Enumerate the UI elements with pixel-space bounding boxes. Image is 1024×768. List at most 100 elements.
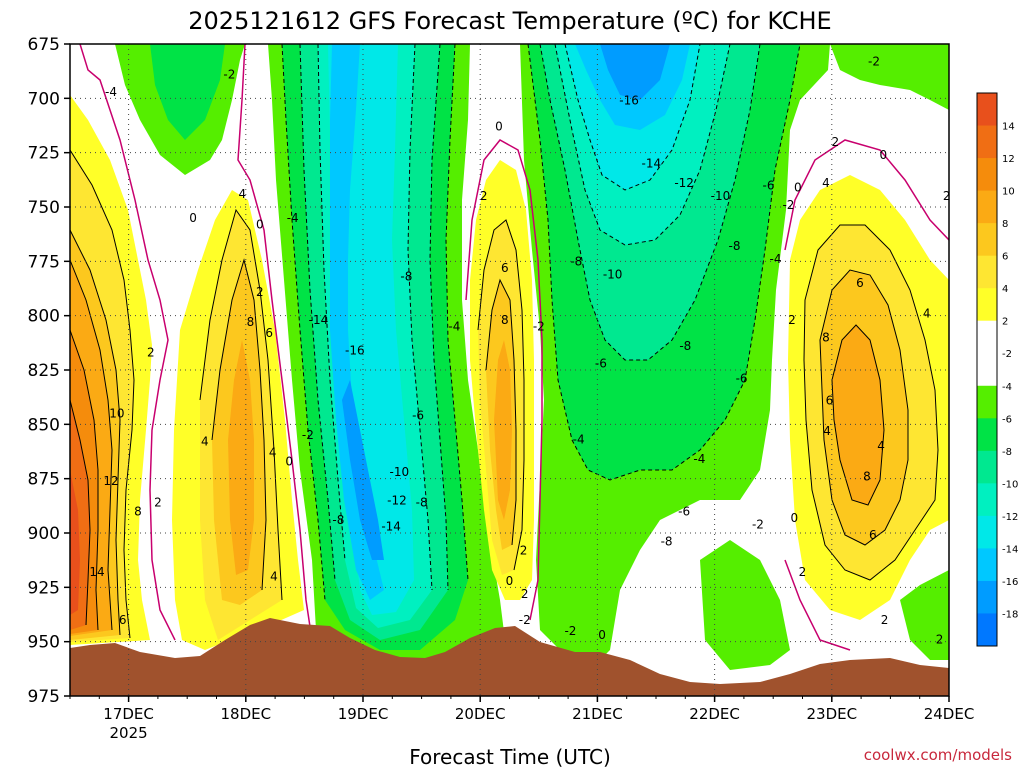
contour-label--4: -4 [770,252,782,266]
y-tick-label-750: 750 [28,198,60,218]
x-tick-label-18DEC: 18DEC [221,705,272,723]
contour-label--8: -8 [400,270,412,284]
contour-zero-23dec-lower [784,559,851,651]
contour-label-0: 0 [880,148,888,162]
contour-label--14: -14 [642,157,662,171]
y-tick-label-975: 975 [28,687,60,707]
contour-label-14: 14 [89,565,104,579]
contour-positive-3 [70,259,113,631]
contour-label-0: 0 [285,454,293,468]
contour-positive-18dec-1 [199,208,283,601]
grid-lines [70,44,949,696]
contour-label--4: -4 [573,433,585,447]
colorbar-label--2: -2 [1002,349,1012,360]
y-tick-label-850: 850 [28,415,60,435]
contour-label--8: -8 [679,339,691,353]
contour-label-2: 2 [480,189,488,203]
colorbar-segment [977,223,997,257]
colorbar-segment [977,353,997,387]
contour-label--12: -12 [387,493,407,507]
colorbar-label--4: -4 [1002,382,1012,393]
contour-label--8: -8 [661,535,673,549]
credit-text: coolwx.com/models [864,746,1012,764]
colorbar-segment [977,483,997,517]
contour-label-4: 4 [238,187,246,201]
y-tick-label-775: 775 [28,252,60,272]
contour-label-8: 8 [501,313,509,327]
contour-label--2: -2 [868,54,880,68]
contour-label-2: 2 [256,285,264,299]
colorbar-label--16: -16 [1002,577,1018,588]
colorbar: 14 12 10 8 6 4 2 -2 -4 -6 -8 -10 -12 -14 -16 -18 [976,92,1018,647]
contour-label-4: 4 [923,306,931,320]
contour-label-0: 0 [256,217,264,231]
chart-title: 2025121612 GFS Forecast Temperature (ºC)… [188,7,831,35]
contour-label--4: -4 [693,452,705,466]
colorbar-segment [977,450,997,484]
contour-negative-central-6 [445,44,469,581]
contour-positive-23dec-3 [831,324,885,506]
colorbar-label-14: 14 [1002,122,1015,133]
cold-region-lower-right [700,540,790,670]
contour-positive-23dec-2 [819,269,909,546]
contour-label--8: -8 [570,254,582,268]
warm-region-18dec-8c [228,340,254,575]
contour-label-2: 2 [943,189,951,203]
contour-negative-central-4 [407,44,433,591]
colorbar-label--12: -12 [1002,512,1018,523]
contour-label--10: -10 [390,465,410,479]
contour-label--16: -16 [345,343,365,357]
warm-region-14c [70,470,80,615]
contour-label-0: 0 [189,211,197,225]
colorbar-segment [977,125,997,159]
colorbar-segment [977,580,997,614]
x-tick-label-21DEC: 21DEC [572,705,623,723]
cold-region-central-16c [330,44,384,600]
contour-label-2: 2 [936,632,944,646]
contour-label--8: -8 [332,513,344,527]
colorbar-segment [977,613,997,647]
y-tick-label-875: 875 [28,470,60,490]
contour-label-8: 8 [863,469,871,483]
contour-label-8: 8 [247,315,255,329]
colorbar-label--18: -18 [1002,609,1018,620]
contour-label--2: -2 [533,320,545,334]
contour-label-6: 6 [856,276,864,290]
colorbar-label-8: 8 [1002,219,1008,230]
terrain-surface [70,618,949,696]
contour-negative-east-1 [527,44,801,481]
y-tick-label-700: 700 [28,89,60,109]
colorbar-segment [977,158,997,192]
cold-region-far-right-top [830,44,949,110]
y-tick-label-725: 725 [28,144,60,164]
contour-label-6: 6 [119,613,127,627]
contour-label--4: -4 [287,211,299,225]
contour-label-12: 12 [103,474,118,488]
contour-positive-20dec-2 [485,278,517,546]
x-tick-label-24DEC: 24DEC [924,705,975,723]
y-tick-label-825: 825 [28,361,60,381]
contour-lines [70,44,949,651]
contour-label-4: 4 [269,446,277,460]
contour-label--14: -14 [381,519,401,533]
colorbar-label--14: -14 [1002,544,1018,555]
contour-label--2: -2 [223,67,235,81]
contour-label--6: -6 [412,409,424,423]
contour-label--6: -6 [763,178,775,192]
contour-label--4: -4 [448,320,460,334]
cold-region-east-18c [600,44,670,100]
contour-zero-20dec [465,139,543,621]
warm-region-20dec-8c [494,340,512,520]
contour-label--12: -12 [674,176,694,190]
contour-label-0: 0 [598,628,606,642]
colorbar-segment [977,320,997,354]
contour-label--16: -16 [619,94,639,108]
contour-label--2: -2 [302,428,314,442]
x-axis-label: Forecast Time (UTC) [409,745,611,768]
contour-label-2: 2 [520,543,528,557]
contour-negative-east-4 [564,44,701,191]
colorbar-label-6: 6 [1002,252,1008,263]
contour-label-2: 2 [788,313,796,327]
